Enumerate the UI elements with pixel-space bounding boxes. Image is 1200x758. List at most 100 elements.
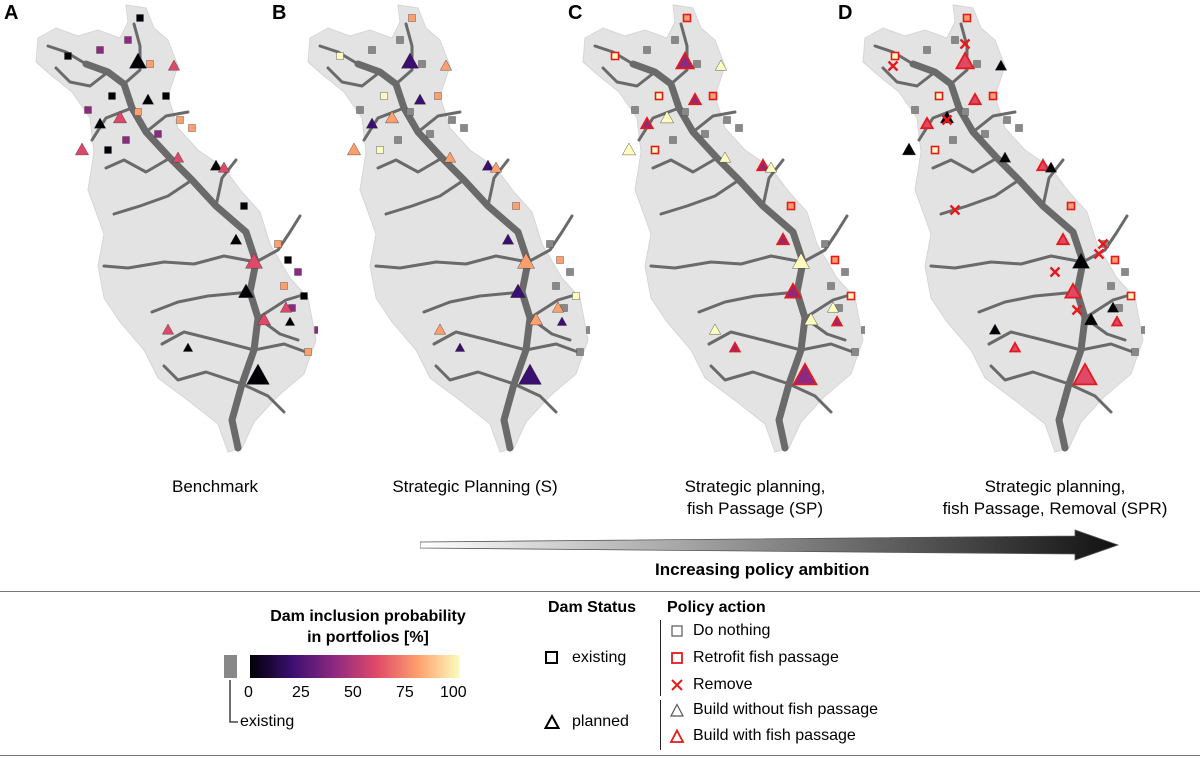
existing-dam-marker <box>830 255 840 265</box>
planned-dam-marker <box>826 301 840 313</box>
build-with-triangle-icon <box>669 728 685 743</box>
planned-dam-marker <box>728 341 742 353</box>
map-panel-b <box>300 0 594 460</box>
planned-dam-marker <box>1072 252 1090 269</box>
tributary-river <box>649 254 805 270</box>
tributary-river <box>1079 342 1135 354</box>
existing-dam-marker <box>108 92 116 100</box>
planned-dam-marker <box>1110 315 1124 327</box>
colorbar-tick: 50 <box>344 684 362 701</box>
basin-map-b <box>307 4 594 453</box>
tributary-river <box>376 156 444 174</box>
planned-dam-marker <box>556 316 568 326</box>
build-without-triangle-icon <box>670 703 684 717</box>
tributary-river <box>374 254 530 270</box>
planned-dam-marker <box>167 59 181 71</box>
tributary-river <box>881 66 937 88</box>
existing-dam-marker <box>512 202 520 210</box>
tributary-river <box>659 178 741 216</box>
planned-dam-marker <box>518 363 542 385</box>
tributary-river <box>46 44 88 66</box>
panel-letter-b: B <box>272 2 287 24</box>
existing-dam-marker <box>1131 348 1139 356</box>
existing-dam-marker <box>64 52 72 60</box>
tributary-river <box>384 178 466 216</box>
main-river <box>629 60 809 452</box>
existing-dam-marker <box>890 51 900 61</box>
basin-map-a <box>35 4 322 453</box>
planned-dam-marker <box>1072 362 1098 386</box>
existing-dam-marker <box>930 145 940 155</box>
tributary-river <box>971 110 1017 134</box>
policy-bracket-existing <box>660 620 661 696</box>
existing-dam-marker <box>1126 291 1136 301</box>
planned-dam-marker <box>401 52 419 69</box>
planned-dam-marker <box>830 315 844 327</box>
existing-dam-marker <box>923 46 931 54</box>
existing-dam-marker <box>631 106 639 114</box>
do-nothing-square-icon <box>671 625 683 637</box>
dam-markers <box>887 13 1149 386</box>
existing-dam-marker <box>134 108 142 116</box>
caption-line: Strategic planning, <box>684 477 826 496</box>
planned-dam-marker <box>510 283 526 298</box>
planned-dam-marker <box>674 51 696 70</box>
dam-markers <box>610 13 869 386</box>
main-river <box>354 60 534 452</box>
existing-dam-marker <box>176 116 184 124</box>
planned-dam-marker <box>284 316 296 326</box>
existing-dam-marker <box>693 60 701 68</box>
existing-dam-marker <box>981 130 989 138</box>
existing-dam-marker <box>650 145 660 155</box>
basin-outline <box>307 4 589 453</box>
existing-dam-marker <box>671 36 679 44</box>
colorbar-tick: 25 <box>292 684 310 701</box>
tributary-river <box>104 156 172 174</box>
tributary-river <box>803 292 855 320</box>
existing-dam-marker <box>1107 282 1115 290</box>
caption-line: Strategic Planning (S) <box>392 477 558 496</box>
main-river <box>909 60 1089 452</box>
tributary-river <box>989 364 1071 386</box>
planned-dam-marker <box>245 252 263 269</box>
planned-dam-marker <box>129 52 147 69</box>
existing-dam-marker <box>973 60 981 68</box>
planned-dam-marker <box>209 159 223 171</box>
tributary-river <box>787 382 833 414</box>
planned-dam-marker <box>1084 312 1098 326</box>
removed-dam-marker <box>1097 238 1109 250</box>
tributary-river <box>512 382 558 414</box>
planned-dam-marker <box>413 93 427 105</box>
action-build-without-label: Build without fish passage <box>693 701 878 718</box>
tributary-river <box>526 214 574 264</box>
existing-dam-marker <box>380 92 388 100</box>
existing-dam-marker <box>240 202 248 210</box>
existing-dam-marker <box>708 91 718 101</box>
tributary-river <box>651 156 719 174</box>
tributary-river <box>709 364 791 386</box>
planned-dam-marker <box>622 142 636 156</box>
planned-dam-marker <box>347 142 361 156</box>
existing-dam-marker <box>124 36 132 44</box>
planned-dam-marker <box>385 110 399 124</box>
planned-dam-marker <box>988 323 1002 335</box>
tributary-river <box>240 382 286 414</box>
planned-dam-marker <box>439 59 453 71</box>
existing-dam-marker <box>336 52 344 60</box>
existing-dam-marker <box>827 282 835 290</box>
colorbar-tick: 0 <box>244 684 253 701</box>
existing-dam-marker <box>1066 201 1076 211</box>
planned-dam-marker <box>551 301 565 313</box>
existing-dam-marker <box>434 92 442 100</box>
existing-dam-marker <box>406 108 414 116</box>
planned-dam-marker <box>639 116 655 130</box>
planned-dam-marker <box>217 161 231 173</box>
tributary-river <box>987 330 1083 352</box>
caption-removal: Strategic planning, fish Passage, Remova… <box>920 476 1190 520</box>
existing-dam-marker <box>1121 268 1129 276</box>
planned-dam-marker <box>660 110 674 124</box>
remove-cross-icon <box>671 679 683 691</box>
existing-dam-marker <box>682 13 692 23</box>
dam-status-title: Dam Status <box>548 599 637 616</box>
tributary-river <box>256 292 308 320</box>
